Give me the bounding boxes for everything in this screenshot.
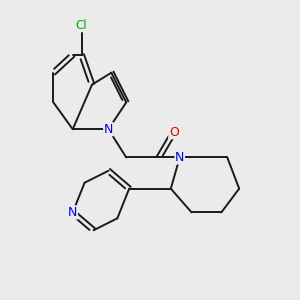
- Text: Cl: Cl: [76, 19, 88, 32]
- Text: N: N: [175, 151, 184, 164]
- Text: N: N: [104, 123, 113, 136]
- Text: N: N: [68, 206, 77, 219]
- Text: O: O: [169, 126, 179, 139]
